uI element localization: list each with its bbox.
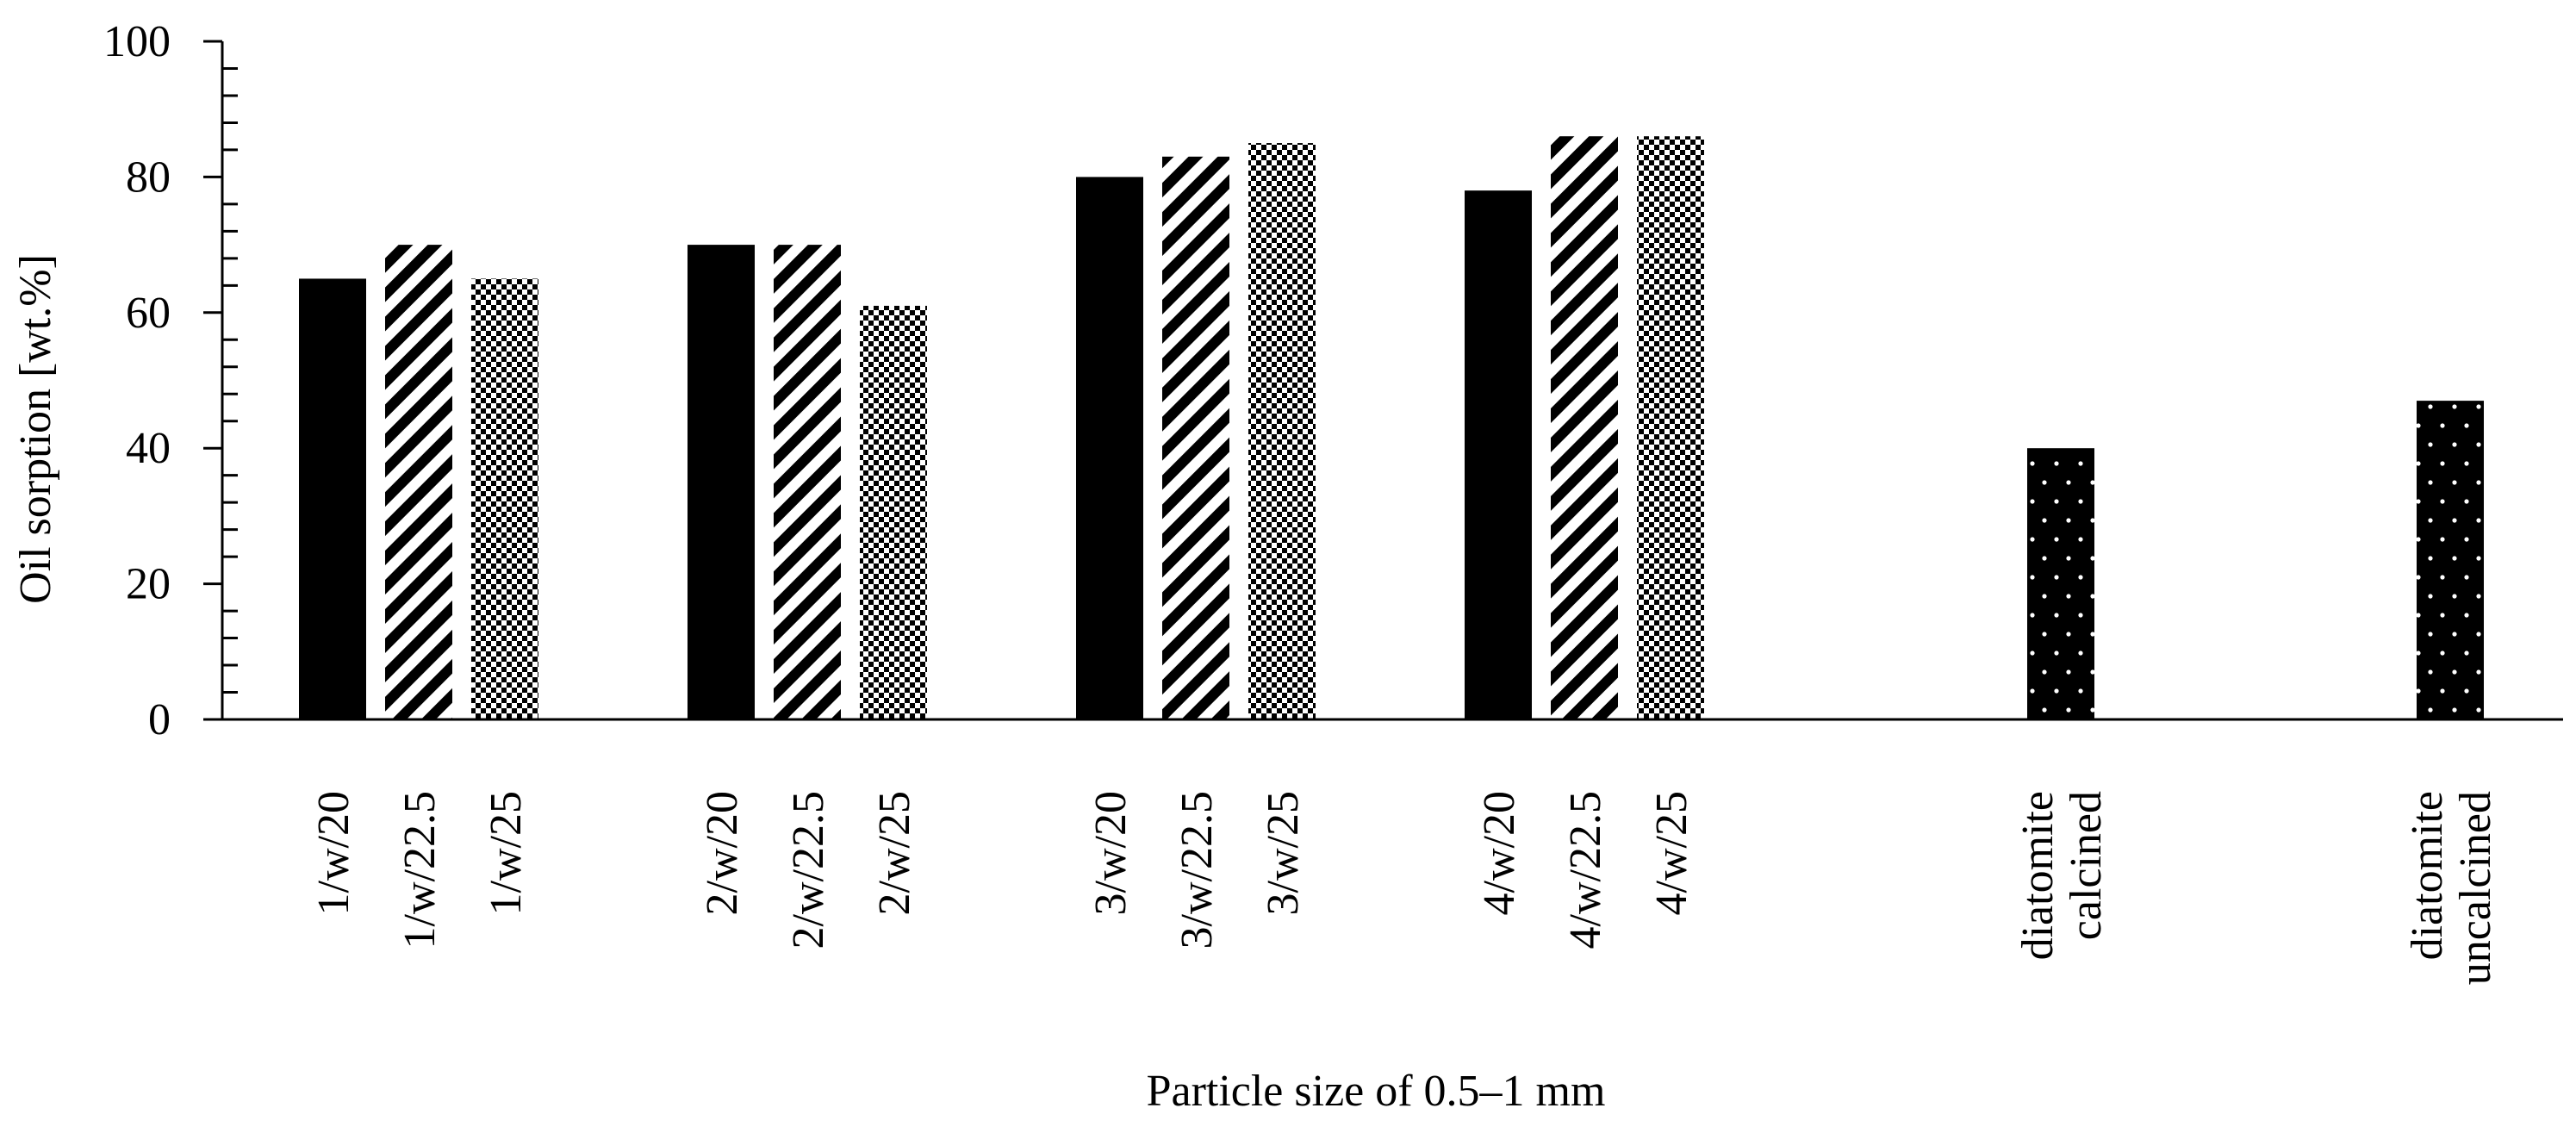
x-category-label: 4/w/25	[1647, 791, 1696, 915]
bar-3-w-22-5	[1162, 156, 1229, 720]
y-tick-label: 40	[126, 424, 171, 473]
bar-diatomite-uncalcined	[2417, 401, 2484, 719]
bar-4-w-22-5	[1551, 136, 1618, 719]
x-category-label: diatomiteuncalcined	[2403, 791, 2500, 985]
y-tick-label: 60	[126, 289, 171, 338]
bar-1-w-25	[471, 278, 538, 719]
x-category-label: 1/w/22.5	[395, 791, 445, 949]
bar-1-w-20	[299, 278, 366, 719]
x-category-label: 2/w/25	[870, 791, 919, 915]
y-tick-label: 100	[103, 17, 171, 66]
x-category-label: diatomitecalcined	[2013, 791, 2111, 960]
y-tick-labels: 0 20 40 60 80 100	[103, 17, 171, 744]
bar-1-w-22-5	[385, 245, 452, 720]
x-category-label-line: 3/w/25	[1259, 791, 1308, 915]
axes-layer	[203, 40, 2563, 721]
bar-3-w-25	[1248, 143, 1316, 720]
bars-layer	[299, 136, 2484, 720]
bar-2-w-20	[688, 245, 755, 720]
x-category-label: 4/w/22.5	[1561, 791, 1610, 949]
x-category-label-line: 2/w/25	[870, 791, 919, 915]
x-category-label-line: 2/w/22.5	[784, 791, 833, 949]
x-category-label-line: 4/w/20	[1475, 791, 1524, 915]
x-category-label: 3/w/25	[1259, 791, 1308, 915]
x-category-label-line: 4/w/25	[1647, 791, 1696, 915]
category-labels: 1/w/20 1/w/22.5 1/w/25 2/w/20 2/w/22.5 2/w/25…	[309, 791, 2500, 985]
bar-2-w-25	[860, 305, 927, 719]
x-category-label-line: 3/w/20	[1086, 791, 1136, 915]
bar-2-w-22-5	[774, 245, 841, 720]
x-category-label: 3/w/20	[1086, 791, 1136, 915]
y-tick-label: 80	[126, 153, 171, 202]
x-category-label-line: 2/w/20	[698, 791, 747, 915]
y-tick-label: 20	[126, 560, 171, 609]
x-category-label: 2/w/22.5	[784, 791, 833, 949]
bar-diatomite-calcined	[2027, 448, 2094, 719]
x-category-label: 4/w/20	[1475, 791, 1524, 915]
x-category-label-line: diatomite	[2403, 791, 2452, 960]
x-category-label-line: uncalcined	[2451, 791, 2500, 985]
x-category-label-line: calcined	[2062, 791, 2111, 940]
bar-3-w-20	[1076, 177, 1143, 719]
y-tick-label: 0	[148, 695, 171, 744]
x-category-label-line: 1/w/20	[309, 791, 358, 915]
y-axis-title: Oil sorption [wt.%]	[11, 254, 60, 604]
x-category-label: 1/w/20	[309, 791, 358, 915]
x-axis-title: Particle size of 0.5–1 mm	[1147, 1067, 1606, 1116]
x-category-label-line: 3/w/22.5	[1173, 791, 1222, 949]
x-category-label: 2/w/20	[698, 791, 747, 915]
bar-4-w-25	[1637, 136, 1704, 719]
x-category-label: 3/w/22.5	[1173, 791, 1222, 949]
x-category-label: 1/w/25	[482, 791, 531, 915]
x-category-label-line: diatomite	[2013, 791, 2063, 960]
x-category-label-line: 4/w/22.5	[1561, 791, 1610, 949]
bar-4-w-20	[1465, 190, 1532, 719]
x-category-label-line: 1/w/22.5	[395, 791, 445, 949]
x-category-label-line: 1/w/25	[482, 791, 531, 915]
